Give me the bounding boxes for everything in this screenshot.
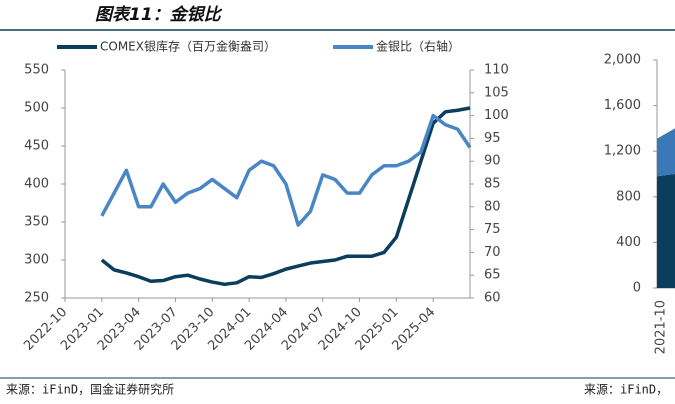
y2-tick-label: 80 [484,199,501,214]
series-area [657,174,675,288]
y-tick-label: 250 [24,291,49,306]
source: 来源：iFinD，国金证券研究所 [6,382,174,397]
series-area [657,128,675,177]
y2-tick-label: 60 [484,291,501,306]
y-tick-label: 300 [24,253,49,268]
y2-tick-label: 70 [484,245,501,260]
y-tick-label: 800 [616,189,641,204]
y2-tick-label: 110 [484,63,509,78]
y2-tick-label: 75 [484,222,501,237]
y-tick-label: 1,200 [604,144,641,159]
y-tick-label: 400 [24,177,49,192]
page-title: 图表11：金银比 [95,5,223,25]
series-line [100,113,472,227]
y-tick-label: 350 [24,215,49,230]
y2-tick-label: 90 [484,154,501,169]
series-line [100,106,471,287]
y2-tick-label: 65 [484,268,501,283]
y-tick-label: 400 [616,235,641,250]
y-tick-label: 500 [24,101,49,116]
legend-label: 金银比（右轴） [376,39,460,54]
y-tick-label: 2,000 [604,53,641,68]
y-tick-label: 1,600 [604,98,641,113]
y-tick-label: 450 [24,139,49,154]
source: 来源：iFinD， [584,383,668,397]
y2-tick-label: 100 [484,108,509,123]
y-tick-label: 550 [24,63,49,78]
y-tick-label: 0 [633,281,641,296]
y2-tick-label: 85 [484,177,501,192]
x-tick-label: 2021-10 [654,300,669,354]
legend-label: COMEX银库存（百万金衡盎司） [100,39,276,54]
y2-tick-label: 105 [484,85,509,100]
y2-tick-label: 95 [484,131,501,146]
